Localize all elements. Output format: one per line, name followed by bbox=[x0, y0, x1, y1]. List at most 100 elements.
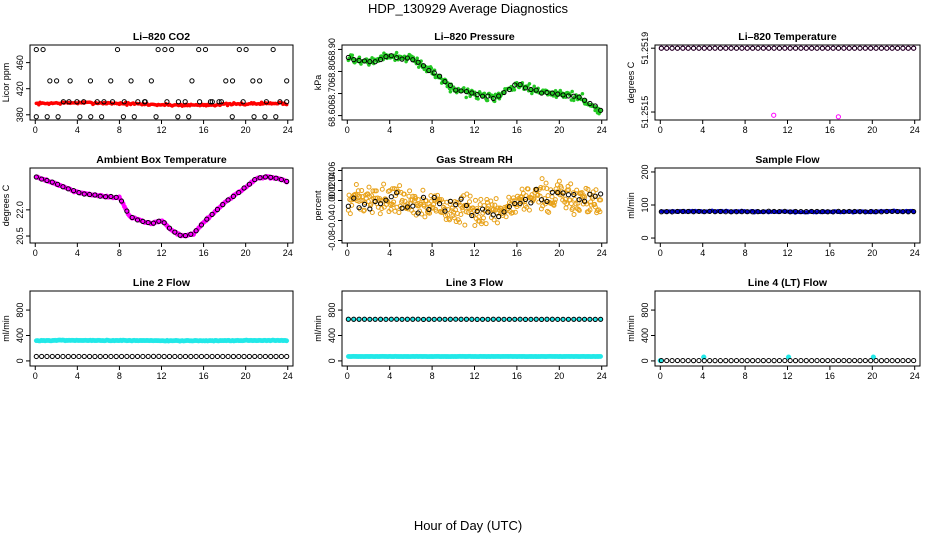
y-axis-label: degrees C bbox=[1, 184, 11, 226]
data-point-mean bbox=[463, 88, 470, 95]
data-point-mean bbox=[587, 100, 593, 107]
data-point-mean bbox=[587, 316, 593, 322]
data-point-mean bbox=[669, 209, 675, 215]
data-point-lower bbox=[44, 114, 50, 120]
data-point-range bbox=[512, 88, 517, 92]
x-tick-label: 4 bbox=[387, 125, 392, 135]
x-tick-label: 20 bbox=[867, 371, 877, 381]
data-point-mean bbox=[592, 193, 598, 199]
x-tick-label: 4 bbox=[387, 371, 392, 381]
data-point-upper bbox=[263, 99, 269, 105]
data-point-mean bbox=[257, 175, 263, 181]
data-point-upper bbox=[162, 46, 168, 53]
data-point-range bbox=[397, 183, 403, 189]
data-point-mean bbox=[565, 316, 572, 322]
x-tick-label: 4 bbox=[75, 125, 80, 135]
data-point-mean bbox=[760, 209, 766, 215]
data-point-mean bbox=[426, 206, 432, 213]
data-point-range bbox=[568, 201, 574, 207]
data-point-range bbox=[407, 188, 413, 194]
x-tick-label: 12 bbox=[782, 125, 792, 135]
data-point-mean bbox=[198, 353, 205, 360]
data-point-mean bbox=[873, 209, 879, 215]
data-point-mean bbox=[356, 316, 362, 322]
data-point-mean bbox=[846, 208, 852, 215]
x-tick-label: 20 bbox=[867, 125, 877, 135]
data-point-upper bbox=[87, 78, 94, 84]
data-point-mean bbox=[485, 209, 491, 215]
data-point-mean bbox=[447, 316, 453, 322]
data-point-mean bbox=[911, 357, 917, 364]
data-point-mean bbox=[701, 209, 707, 215]
data-point-mean bbox=[739, 209, 745, 215]
data-point-upper bbox=[284, 78, 290, 84]
y-tick-label: 0 bbox=[15, 358, 25, 363]
data-point-upper bbox=[223, 78, 229, 84]
x-tick-label: 8 bbox=[117, 371, 122, 381]
x-tick-label: 0 bbox=[658, 125, 663, 135]
y-tick-label: 380 bbox=[15, 107, 25, 122]
data-point-mean bbox=[166, 353, 173, 360]
data-point-upper bbox=[243, 46, 249, 53]
data-point-range bbox=[455, 217, 461, 223]
data-point-range bbox=[418, 201, 424, 207]
data-point-mean bbox=[129, 214, 135, 221]
panel-7: Line 2 Flow ml/min 0 4 8 12 16 20 24 0 400 800 bbox=[1, 277, 294, 381]
data-point-mean bbox=[744, 358, 750, 364]
data-point-mean bbox=[598, 316, 604, 322]
data-point-mean bbox=[528, 200, 534, 206]
data-point-mean bbox=[506, 316, 512, 322]
x-tick-label: 20 bbox=[241, 371, 251, 381]
data-point-upper bbox=[135, 99, 141, 105]
data-point-mean bbox=[97, 193, 103, 199]
data-point-mean bbox=[404, 204, 411, 210]
data-point-range bbox=[462, 222, 468, 228]
data-point-mean bbox=[712, 45, 718, 51]
data-point-range bbox=[525, 186, 531, 192]
data-point-mean bbox=[814, 208, 820, 215]
data-point-upper bbox=[67, 78, 73, 84]
data-point-mean bbox=[161, 353, 167, 360]
data-point-lower bbox=[55, 114, 61, 120]
data-point-range bbox=[531, 196, 537, 202]
data-point-mean bbox=[431, 316, 437, 322]
data-point-range bbox=[568, 181, 574, 187]
y-tick-label: 0.02 bbox=[327, 182, 337, 200]
data-point-range bbox=[556, 178, 562, 184]
data-point-range bbox=[592, 204, 598, 210]
data-point-range bbox=[552, 199, 558, 205]
panel-4: Ambient Box Temperature degrees C 0 4 8 12 16 2… bbox=[1, 154, 294, 258]
data-point-mean bbox=[533, 316, 539, 322]
data-point-range bbox=[422, 214, 428, 220]
data-point-mean bbox=[246, 181, 252, 187]
x-tick-label: 16 bbox=[512, 248, 522, 258]
data-point-mean bbox=[782, 45, 788, 51]
data-point-range bbox=[350, 53, 355, 58]
data-point-mean bbox=[664, 209, 670, 215]
data-point-mean bbox=[394, 316, 400, 322]
data-point-range bbox=[510, 195, 516, 201]
data-point-mean bbox=[878, 209, 885, 215]
data-point-mean bbox=[723, 45, 729, 51]
data-point-range bbox=[405, 201, 411, 207]
y-tick-label: 400 bbox=[640, 328, 650, 343]
data-point-range bbox=[465, 209, 471, 215]
data-point-mean bbox=[894, 45, 901, 51]
data-point-mean bbox=[453, 87, 459, 93]
data-point-upper bbox=[175, 99, 182, 105]
data-point-range bbox=[391, 199, 397, 205]
y-tick-label: 800 bbox=[15, 303, 25, 318]
data-point-range bbox=[870, 354, 876, 360]
data-point-range bbox=[447, 201, 453, 207]
data-point-mean bbox=[528, 86, 534, 93]
data-point-mean bbox=[565, 93, 572, 99]
data-point-mean bbox=[533, 186, 539, 192]
y-tick-label: 0.04 bbox=[327, 172, 337, 190]
data-point-range bbox=[431, 201, 437, 207]
data-point-mean bbox=[674, 45, 681, 51]
data-point-mean bbox=[145, 353, 151, 360]
data-point-mean bbox=[712, 358, 718, 364]
data-point-range bbox=[480, 215, 486, 221]
data-point-mean bbox=[544, 89, 550, 96]
data-point-mean bbox=[273, 353, 279, 360]
